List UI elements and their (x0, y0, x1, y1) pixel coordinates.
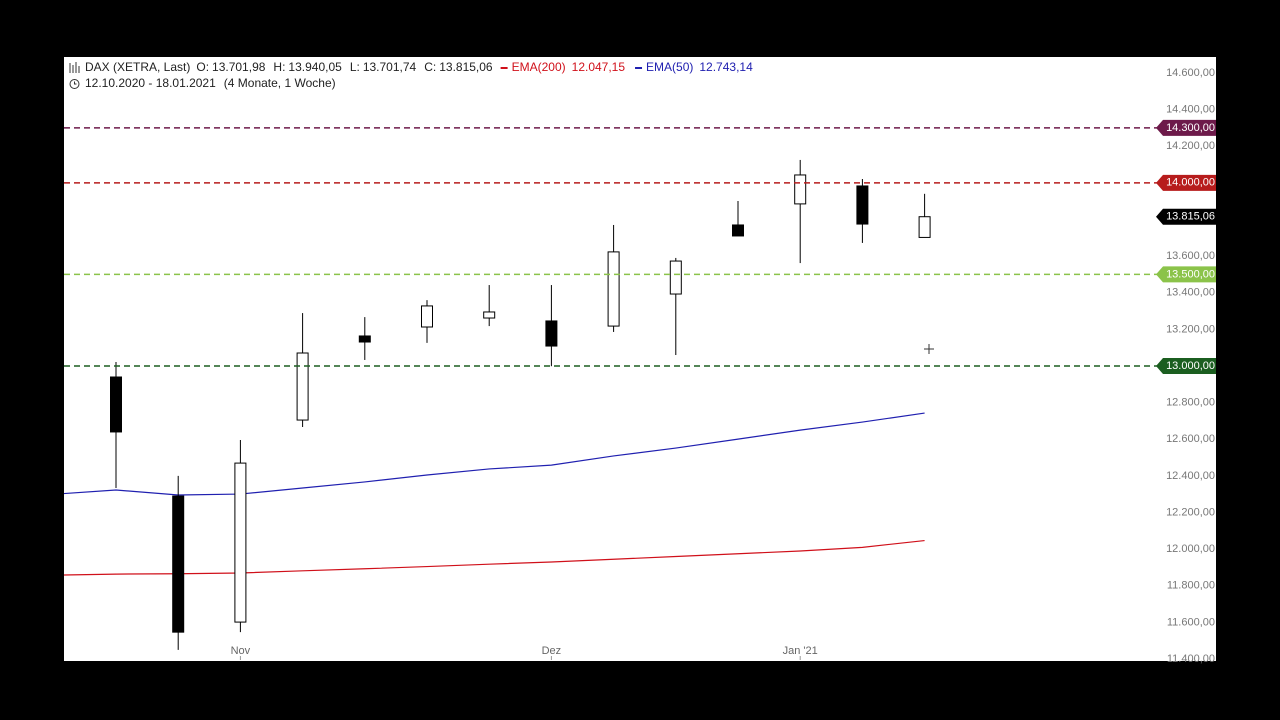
ohlc-label: L: (350, 60, 360, 74)
y-tick-label: 13.400,00 (1166, 287, 1215, 299)
date-range: 12.10.2020 - 18.01.2021 (85, 76, 216, 90)
price-tag (1156, 358, 1216, 375)
y-tick-label: 14.600,00 (1166, 67, 1215, 79)
cursor-cross (924, 344, 934, 354)
candle-body (732, 224, 744, 237)
candle-body (607, 251, 620, 327)
y-tick-label: 13.200,00 (1166, 323, 1215, 335)
price-tag (1156, 208, 1216, 225)
ohlc-value: 13.940,05 (288, 60, 342, 74)
candle-body (421, 305, 433, 328)
candle-body (110, 376, 122, 433)
price-tag (1156, 174, 1216, 191)
candle-body (794, 174, 807, 205)
legend-value: 12.047,15 (572, 60, 626, 74)
candle-body (296, 352, 309, 421)
y-tick-label: 14.200,00 (1166, 140, 1215, 152)
symbol: DAX (XETRA, Last) (85, 60, 190, 74)
y-tick-label: 11.400,00 (1167, 653, 1215, 665)
y-tick-label: 12.800,00 (1166, 397, 1215, 409)
candle-body (483, 311, 496, 319)
candle-body (545, 320, 558, 347)
price-tag-label: 14.000,00 (1166, 177, 1215, 189)
legend-name: EMA(200) (512, 60, 566, 74)
legend-value: 12.743,14 (699, 60, 753, 74)
ohlc-value: 13.701,98 (212, 60, 266, 74)
chart-background (64, 57, 1216, 661)
period: (4 Monate, 1 Woche) (224, 76, 336, 90)
ema-line (64, 412, 925, 496)
candle-body (918, 216, 931, 238)
price-tag-label: 14.300,00 (1166, 122, 1215, 134)
x-tick-label: Jan '21 (783, 645, 818, 657)
ema-line (64, 539, 925, 576)
y-tick-label: 14.400,00 (1166, 103, 1215, 115)
legend-name: EMA(50) (646, 60, 693, 74)
y-tick-label: 11.600,00 (1167, 616, 1215, 628)
price-tag-label: 13.815,06 (1166, 211, 1215, 223)
x-tick-label: Dez (542, 645, 562, 657)
y-tick-label: 12.400,00 (1166, 470, 1215, 482)
ohlc-value: 13.701,74 (363, 60, 417, 74)
y-tick-label: 12.600,00 (1166, 433, 1215, 445)
y-tick-label: 11.800,00 (1167, 580, 1215, 592)
price-tag-label: 13.500,00 (1166, 268, 1215, 280)
ohlc-label: C: (424, 60, 436, 74)
price-tag-label: 13.000,00 (1166, 360, 1215, 372)
ohlc-label: H: (273, 60, 285, 74)
header (69, 62, 80, 89)
candle-body (172, 495, 185, 633)
y-tick-label: 12.000,00 (1166, 543, 1215, 555)
candle-body (856, 185, 869, 225)
candle-body (669, 260, 682, 295)
candle-body (358, 335, 371, 343)
y-tick-label: 13.600,00 (1166, 250, 1215, 262)
plot (64, 159, 931, 650)
clock-icon (69, 79, 80, 89)
price-tag (1156, 119, 1216, 136)
ohlc-label: O: (196, 60, 209, 74)
ohlc-value: 13.815,06 (439, 60, 493, 74)
candle-body (234, 462, 247, 623)
y-tick-label: 12.200,00 (1166, 506, 1215, 518)
price-tag (1156, 266, 1216, 283)
x-tick-label: Nov (231, 645, 251, 657)
chart-icon (69, 62, 80, 73)
